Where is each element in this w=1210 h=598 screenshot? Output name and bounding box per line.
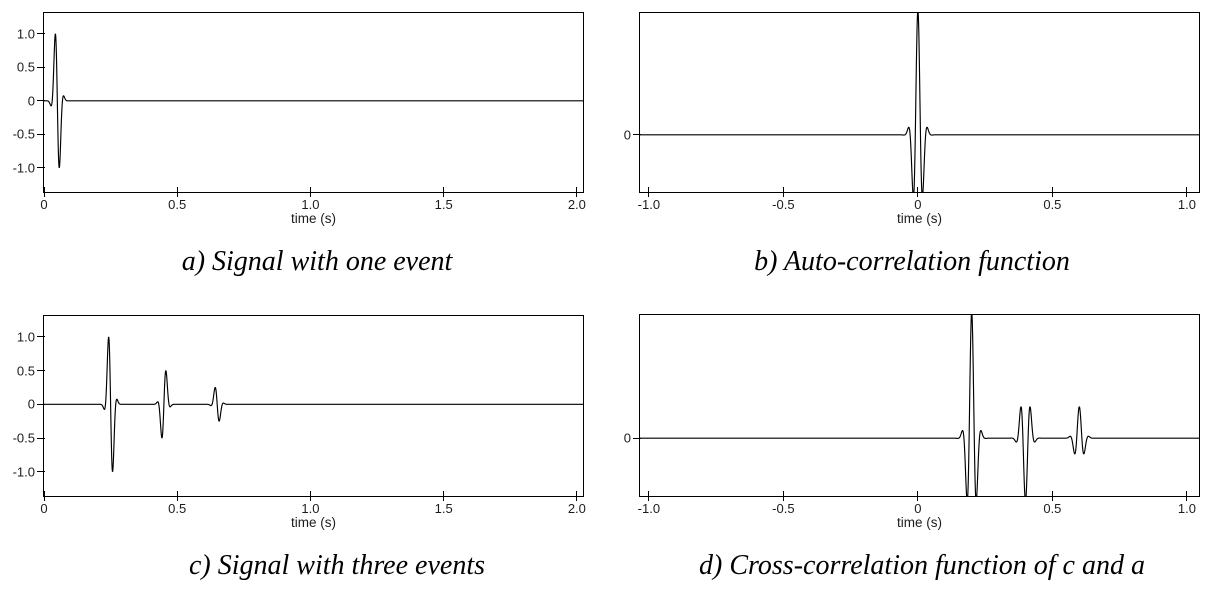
- x-tick-label: -1.0: [637, 197, 661, 212]
- x-tick: [1186, 491, 1188, 501]
- x-tick: [576, 187, 578, 197]
- waveform-polyline: [640, 315, 1199, 496]
- x-tick-label: 0: [914, 501, 922, 516]
- x-axis-label-d: time (s): [897, 515, 942, 530]
- x-tick-label: 0.5: [1043, 197, 1062, 212]
- x-tick: [1051, 187, 1053, 197]
- panel-b-autocorrelation: time (s) -1.0 -0.5 0 0.5 1.0 0: [624, 12, 1200, 226]
- y-tick: [633, 134, 641, 136]
- y-tick: [37, 471, 45, 473]
- x-tick-label: 1.0: [1177, 197, 1196, 212]
- x-tick: [176, 187, 178, 197]
- x-tick-label: 2.0: [567, 501, 586, 516]
- x-tick: [443, 187, 445, 197]
- y-tick: [633, 437, 641, 439]
- plot-area-b: [639, 12, 1200, 193]
- x-tick: [1051, 491, 1053, 501]
- x-tick: [782, 491, 784, 501]
- y-tick: [37, 403, 45, 405]
- x-tick: [43, 187, 45, 197]
- y-tick-label: 0.5: [16, 59, 35, 75]
- y-tick: [37, 437, 45, 439]
- x-tick-label: -1.0: [637, 501, 661, 516]
- y-tick-label: 0: [623, 430, 631, 446]
- caption-c: c) Signal with three events: [189, 550, 485, 581]
- plot-area-d: [639, 314, 1200, 497]
- y-tick-label: -1.0: [12, 464, 35, 480]
- y-tick-label: -0.5: [12, 430, 35, 446]
- y-tick: [37, 133, 45, 135]
- x-tick-label: 0.5: [1043, 501, 1062, 516]
- y-tick-label: 0.5: [16, 363, 35, 379]
- panel-d-crosscorrelation: time (s) -1.0 -0.5 0 0.5 1.0 0: [624, 314, 1200, 530]
- x-axis-label-b: time (s): [897, 211, 942, 226]
- y-tick-label: 0: [623, 127, 631, 143]
- plot-area-a: [43, 12, 584, 193]
- x-axis-label-a: time (s): [291, 211, 336, 226]
- x-tick: [576, 491, 578, 501]
- waveform-polyline: [640, 13, 1199, 192]
- x-tick-label: 0: [914, 197, 922, 212]
- panel-a-signal-one-event: time (s) 0 0.5 1.0 1.5 2.0 1.0 0.5 0 -0.5 -1.0: [13, 12, 586, 226]
- y-tick: [37, 167, 45, 169]
- signal-trace-a: [44, 33, 583, 169]
- y-tick-label: 0: [27, 396, 35, 412]
- x-tick-label: 0: [40, 197, 48, 212]
- x-tick: [648, 491, 650, 501]
- x-tick: [176, 491, 178, 501]
- y-tick-label: -1.0: [12, 160, 35, 176]
- x-tick-label: 2.0: [567, 197, 586, 212]
- y-tick: [37, 66, 45, 68]
- y-tick: [37, 336, 45, 338]
- x-tick-label: -0.5: [772, 197, 795, 212]
- signal-trace-c: [44, 336, 583, 472]
- x-axis-label-c: time (s): [291, 515, 336, 530]
- y-tick: [37, 33, 45, 35]
- x-tick-label: 0.5: [168, 501, 187, 516]
- x-tick-label: 0.5: [168, 197, 187, 212]
- y-tick-label: 1.0: [16, 329, 35, 345]
- x-tick-label: -0.5: [772, 501, 795, 516]
- y-tick: [37, 370, 45, 372]
- x-tick: [1186, 187, 1188, 197]
- y-tick: [37, 100, 45, 102]
- plot-area-c: [43, 315, 584, 497]
- x-tick: [443, 491, 445, 501]
- waveform-polyline: [44, 336, 583, 472]
- signal-trace-b: [640, 13, 1199, 192]
- x-tick-label: 1.0: [301, 197, 320, 212]
- x-tick: [309, 491, 311, 501]
- waveform-polyline: [44, 33, 583, 169]
- caption-a: a) Signal with one event: [181, 246, 453, 277]
- x-tick: [309, 187, 311, 197]
- caption-d: d) Cross-correlation function of c and a: [699, 550, 1145, 581]
- x-tick: [782, 187, 784, 197]
- signal-trace-d: [640, 315, 1199, 496]
- x-tick: [917, 187, 919, 197]
- x-tick-label: 0: [40, 501, 48, 516]
- x-tick: [43, 491, 45, 501]
- y-tick-label: 1.0: [16, 26, 35, 42]
- x-tick: [648, 187, 650, 197]
- x-tick-label: 1.5: [434, 197, 453, 212]
- x-tick-label: 1.0: [301, 501, 320, 516]
- y-tick-label: -0.5: [12, 126, 35, 142]
- x-tick-label: 1.5: [434, 501, 453, 516]
- y-tick-label: 0: [27, 93, 35, 109]
- panel-c-signal-three-events: time (s) 0 0.5 1.0 1.5 2.0 1.0 0.5 0 -0.5 -1.0: [13, 315, 586, 530]
- caption-b: b) Auto-correlation function: [754, 246, 1070, 277]
- x-tick-label: 1.0: [1177, 501, 1196, 516]
- x-tick: [917, 491, 919, 501]
